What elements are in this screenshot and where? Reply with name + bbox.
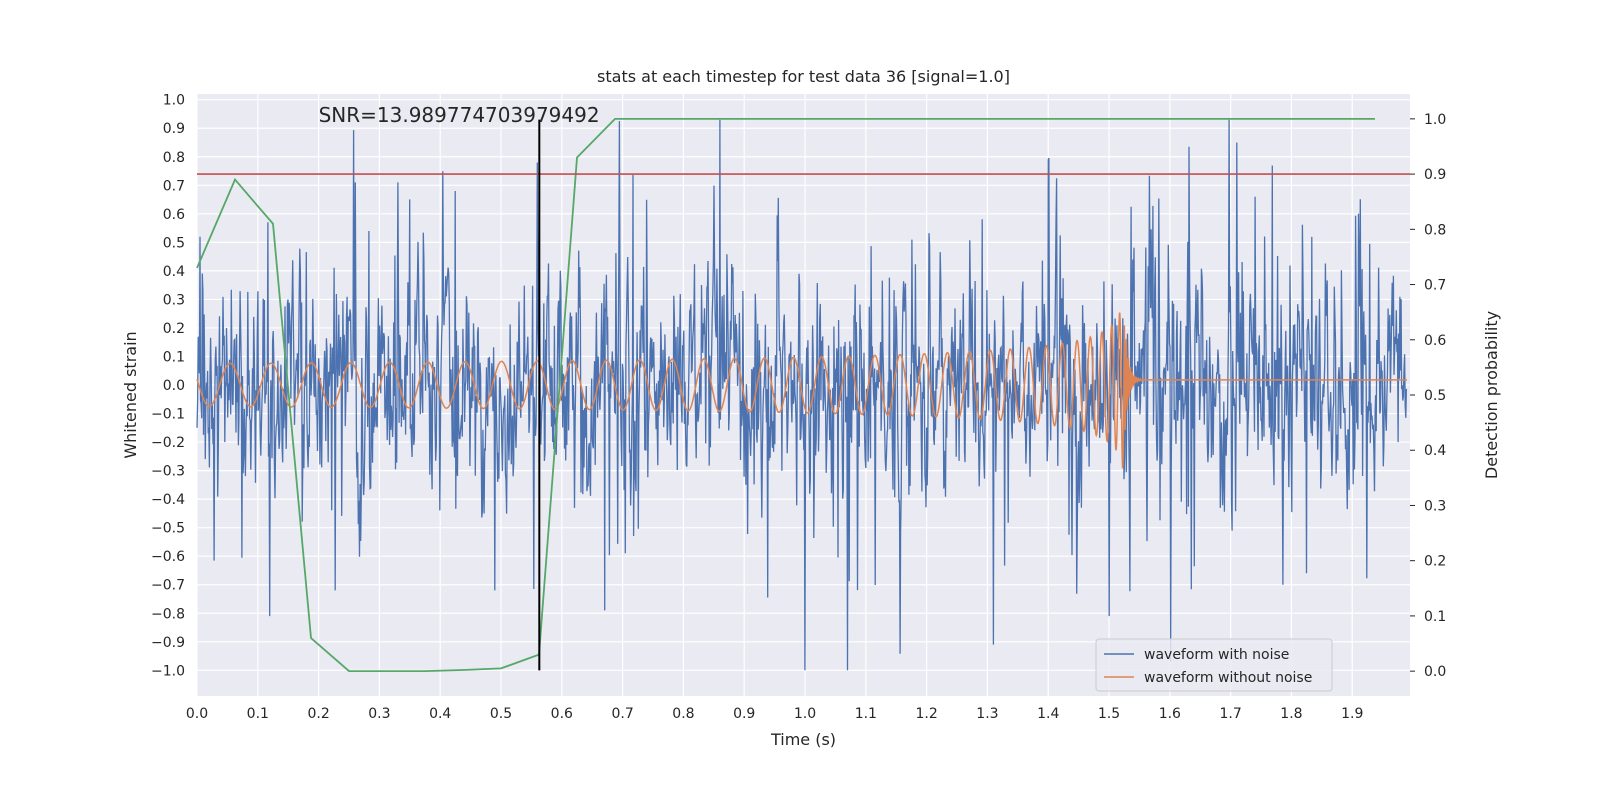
x-tick-label: 0.6 <box>551 706 573 722</box>
x-tick-label: 0.1 <box>247 706 269 722</box>
x-tick-label: 0.4 <box>429 706 451 722</box>
y-right-tick-label: 0.0 <box>1424 664 1446 680</box>
x-tick-label: 1.7 <box>1220 706 1242 722</box>
y-left-tick-label: −0.9 <box>151 635 185 651</box>
y-left-tick-label: 0.7 <box>163 178 185 194</box>
y-right-tick-label: 0.2 <box>1424 554 1446 570</box>
y-left-tick-label: 0.9 <box>163 121 185 137</box>
x-tick-label: 1.6 <box>1159 706 1181 722</box>
x-tick-label: 1.1 <box>855 706 877 722</box>
x-tick-label: 0.7 <box>611 706 633 722</box>
y-left-tick-label: 0.2 <box>163 321 185 337</box>
y-left-tick-label: −0.7 <box>151 578 185 594</box>
y-left-tick-label: −1.0 <box>151 663 185 679</box>
x-tick-label: 0.5 <box>490 706 512 722</box>
y-right-tick-label: 0.1 <box>1424 609 1446 625</box>
detection-probability-line <box>196 118 1375 672</box>
x-tick-label: 1.9 <box>1341 706 1363 722</box>
y-axis-label-left: Whitened strain <box>121 331 140 458</box>
y-left-tick-label: −0.5 <box>151 521 185 537</box>
y-left-tick-label: −0.4 <box>151 492 185 508</box>
series-detection-probability <box>196 118 1375 672</box>
y-right-tick-label: 1.0 <box>1424 112 1446 128</box>
legend-label-noise: waveform with noise <box>1144 647 1289 663</box>
y-left-tick-label: 0.0 <box>163 378 185 394</box>
y-left-tick-label: −0.2 <box>151 435 185 451</box>
x-tick-label: 1.0 <box>794 706 816 722</box>
y-right-tick-label: 0.7 <box>1424 278 1446 294</box>
x-tick-label: 1.2 <box>915 706 937 722</box>
axis-ticks: 0.0 0.1 0.2 0.3 0.4 0.5 0.6 0.7 0.8 0.9 1.0 1.1 1.2 1… <box>151 93 1446 722</box>
y-left-tick-label: 0.3 <box>163 292 185 308</box>
legend-box <box>1095 638 1333 692</box>
x-tick-label: 1.8 <box>1280 706 1302 722</box>
y-right-tick-label: 0.6 <box>1424 333 1446 349</box>
y-right-tick-label: 0.5 <box>1424 388 1446 404</box>
chart-title: stats at each timestep for test data 36 … <box>597 67 1010 86</box>
snr-annotation: SNR=13.989774703979492 <box>319 103 600 127</box>
legend-label-clean: waveform without noise <box>1144 670 1312 686</box>
x-tick-label: 0.2 <box>307 706 329 722</box>
y-right-tick-label: 0.4 <box>1424 443 1446 459</box>
x-tick-label: 1.5 <box>1098 706 1120 722</box>
y-left-tick-label: 0.8 <box>163 150 185 166</box>
waveform-without-noise-line <box>196 312 1407 469</box>
reference-lines <box>197 119 1410 671</box>
y-left-tick-label: −0.6 <box>151 549 185 565</box>
y-left-tick-label: −0.1 <box>151 407 185 423</box>
y-right-tick-label: 0.8 <box>1424 222 1446 238</box>
y-axis-label-right: Detection probability <box>1482 311 1501 479</box>
y-left-tick-label: 1.0 <box>163 93 185 109</box>
x-tick-label: 0.9 <box>733 706 755 722</box>
y-left-tick-label: −0.8 <box>151 606 185 622</box>
y-left-tick-label: 0.4 <box>163 264 185 280</box>
y-right-tick-label: 0.3 <box>1424 498 1446 514</box>
y-left-tick-label: 0.1 <box>163 349 185 365</box>
x-tick-label: 0.8 <box>672 706 694 722</box>
y-left-tick-label: 0.5 <box>163 235 185 251</box>
y-left-tick-label: −0.3 <box>151 464 185 480</box>
legend: waveform with noise waveform without noi… <box>1095 638 1333 692</box>
series-waveform-without-noise <box>196 312 1407 469</box>
x-tick-label: 1.3 <box>976 706 998 722</box>
x-axis-label: Time (s) <box>770 730 836 749</box>
x-tick-label: 0.3 <box>368 706 390 722</box>
x-tick-label: 1.4 <box>1037 706 1059 722</box>
y-left-tick-label: 0.6 <box>163 207 185 223</box>
y-right-tick-label: 0.9 <box>1424 167 1446 183</box>
x-tick-label: 0.0 <box>186 706 208 722</box>
